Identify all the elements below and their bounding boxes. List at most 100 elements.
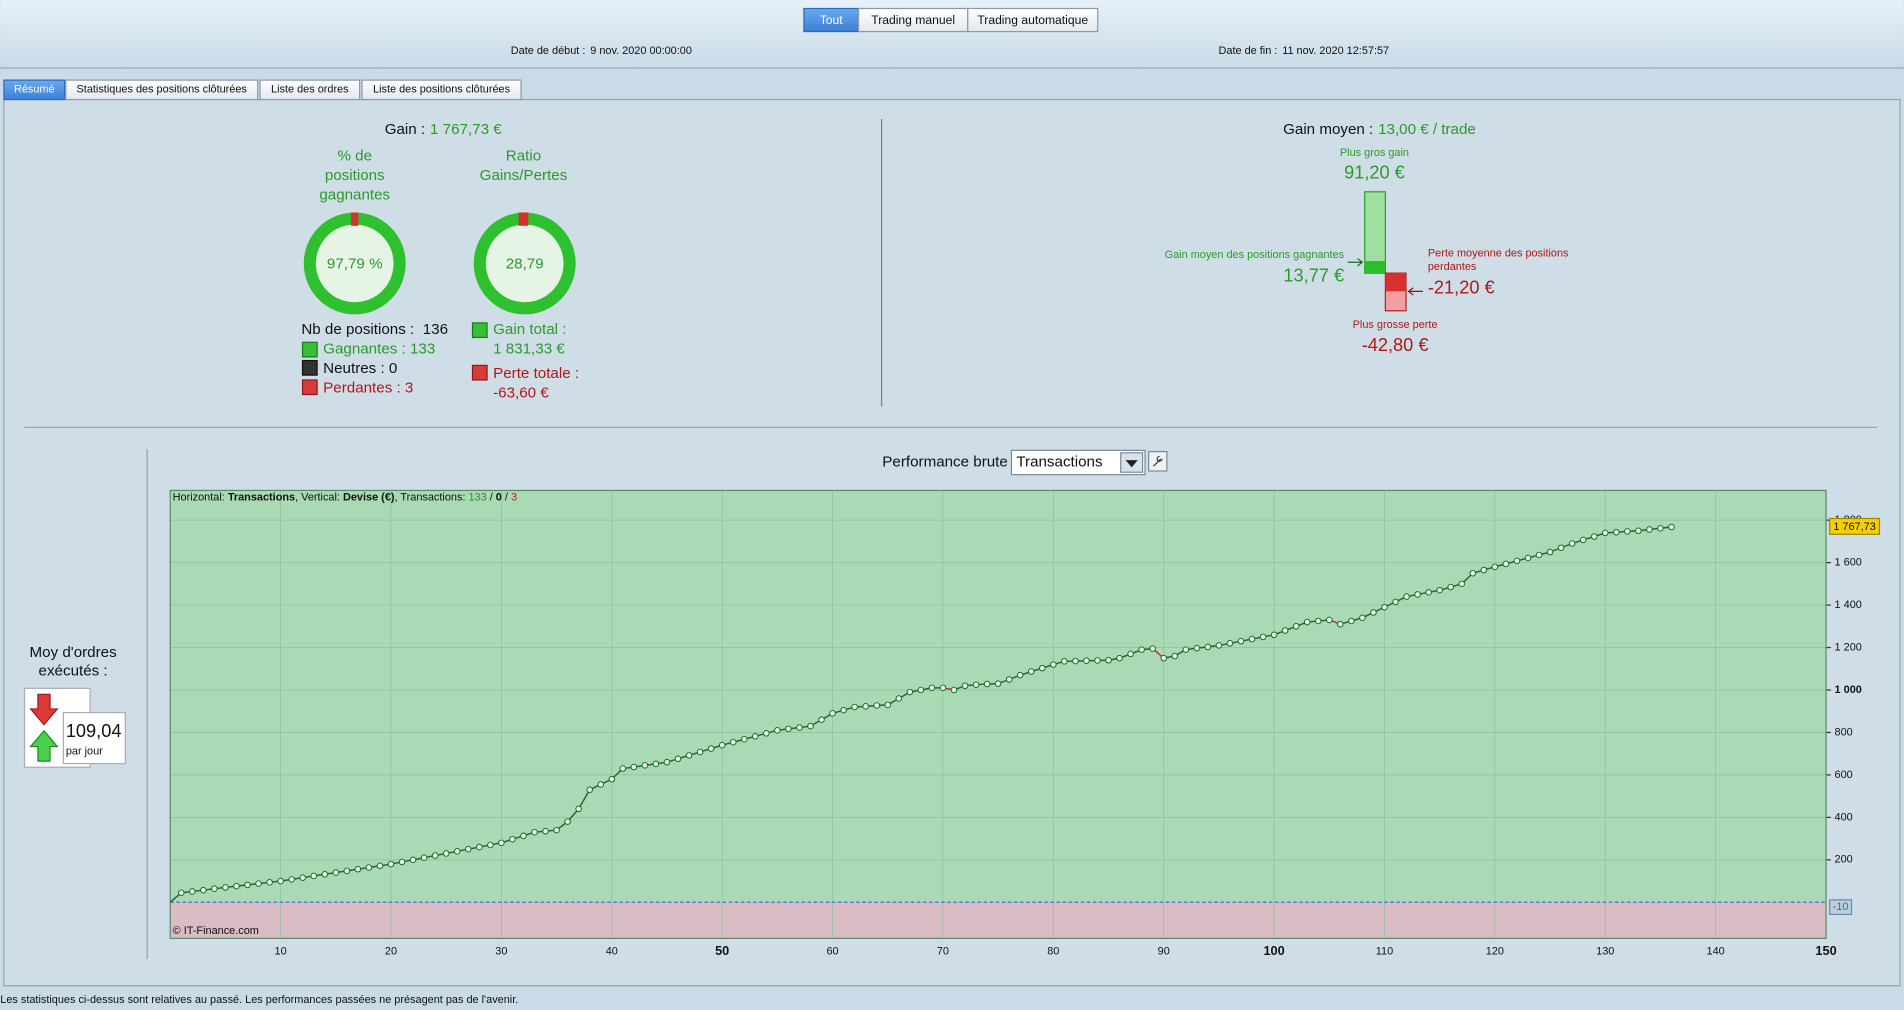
- point: [255, 880, 262, 887]
- tab[interactable]: [3, 79, 66, 101]
- point: [1094, 657, 1101, 664]
- point: [1546, 548, 1554, 556]
- win-rate-title: positions: [325, 167, 385, 184]
- point: [1160, 654, 1167, 662]
- min-badge-label: -10: [1833, 901, 1849, 913]
- plot: 10 20 30 40 50 60 70 80 90 100 110 120 130 140 150 200 4…: [169, 489, 1881, 958]
- y-tick-label: 1 400: [1835, 599, 1862, 611]
- point: [1116, 654, 1123, 662]
- point: [332, 869, 340, 876]
- point: [542, 827, 549, 835]
- x-tick-label: 40: [606, 946, 618, 958]
- tab-label[interactable]: Liste des positions clôturées: [373, 84, 511, 96]
- max-loss: -42,80 €: [1362, 335, 1429, 355]
- point: [277, 877, 284, 885]
- point: [1425, 589, 1432, 596]
- win-rate-title: gagnantes: [319, 186, 390, 203]
- point: [1314, 617, 1322, 625]
- tab-label[interactable]: Statistiques des positions clôturées: [77, 84, 248, 96]
- neutral: Neutres : 0: [323, 360, 397, 377]
- point: [1061, 658, 1068, 665]
- point: [1039, 664, 1046, 672]
- point: [553, 826, 560, 834]
- y-tick-label: 1 000: [1835, 684, 1862, 696]
- x-tick-label: 20: [385, 946, 397, 958]
- total-loss: -63,60 €: [493, 384, 549, 401]
- tab-label[interactable]: Liste des ordres: [271, 84, 349, 96]
- x-tick-label: 100: [1263, 943, 1284, 958]
- avg-gain-bar: [1364, 260, 1386, 274]
- point: [431, 852, 439, 859]
- footer: Les statistiques ci-dessus sont relative…: [0, 994, 518, 1006]
- avg-loss-label: perdantes: [1428, 261, 1477, 273]
- tabs: Résumé Statistiques des positions clôtur…: [3, 79, 522, 101]
- point: [707, 745, 715, 752]
- point: [233, 882, 240, 890]
- point: [1050, 661, 1057, 668]
- avg-loss-label: Perte moyenne des positions: [1428, 248, 1569, 260]
- point: [1337, 620, 1344, 628]
- x-tick-label: 60: [826, 946, 838, 958]
- point: [564, 818, 571, 825]
- point: [1193, 644, 1201, 652]
- gain-label: Gain :: [385, 121, 425, 138]
- tab-label[interactable]: Résumé: [14, 84, 55, 96]
- y-tick-label: 400: [1835, 811, 1853, 823]
- wrench[interactable]: [1153, 455, 1163, 467]
- point: [299, 874, 306, 881]
- point: [1182, 646, 1190, 653]
- point: [1292, 623, 1300, 630]
- filter-button[interactable]: [967, 7, 1099, 33]
- x-tick-label: 50: [715, 943, 729, 958]
- orders-value: 109,04: [66, 721, 122, 741]
- point: [729, 738, 737, 746]
- tab[interactable]: [259, 79, 361, 101]
- point: [1447, 583, 1454, 591]
- point: [1624, 528, 1631, 535]
- point: [807, 722, 814, 730]
- chart-info-part: /: [487, 492, 496, 504]
- point: [961, 682, 969, 690]
- total-loss-label: Perte totale :: [493, 365, 579, 382]
- chart-info: Horizontal: Transactions, Vertical: Devi…: [173, 492, 517, 504]
- chart-info-part: /: [502, 492, 511, 504]
- orders-card: [62, 711, 126, 765]
- point: [1016, 671, 1024, 679]
- last-value-badge: [1829, 517, 1881, 535]
- point: [575, 805, 582, 813]
- start-date: 9 nov. 2020 00:00:00: [590, 45, 692, 57]
- filter-label[interactable]: Trading manuel: [871, 13, 955, 27]
- total-gain: 1 831,33 €: [493, 341, 565, 358]
- tab[interactable]: [65, 79, 259, 101]
- point: [365, 864, 373, 871]
- max-gain: 91,20 €: [1344, 162, 1405, 182]
- average-value: 13,00 € / trade: [1378, 121, 1476, 138]
- point: [917, 686, 925, 694]
- point: [873, 702, 880, 709]
- chart-info-part: , Transactions:: [395, 492, 469, 504]
- point: [1403, 593, 1410, 600]
- plot-frame: [169, 489, 1827, 939]
- point: [696, 748, 704, 756]
- point: [597, 781, 605, 788]
- point: [586, 786, 593, 794]
- selector-caret[interactable]: [1125, 460, 1138, 468]
- point: [950, 686, 958, 694]
- end-date: 11 nov. 2020 12:57:57: [1282, 45, 1389, 57]
- point: [222, 884, 229, 891]
- point: [641, 762, 649, 769]
- filter-label[interactable]: Trading automatique: [977, 13, 1088, 27]
- point: [398, 858, 406, 866]
- start-label: Date de début :: [511, 45, 586, 57]
- win-rate-title: % de: [337, 148, 372, 165]
- tab[interactable]: [361, 79, 522, 101]
- y-tick-label: 200: [1835, 854, 1853, 866]
- point: [1281, 627, 1289, 634]
- point: [884, 701, 892, 709]
- filter-label[interactable]: Tout: [820, 13, 844, 27]
- point: [740, 735, 748, 743]
- point: [200, 886, 207, 894]
- selector-value[interactable]: Transactions: [1016, 454, 1103, 471]
- positive-area: [170, 490, 1827, 903]
- point: [476, 843, 483, 851]
